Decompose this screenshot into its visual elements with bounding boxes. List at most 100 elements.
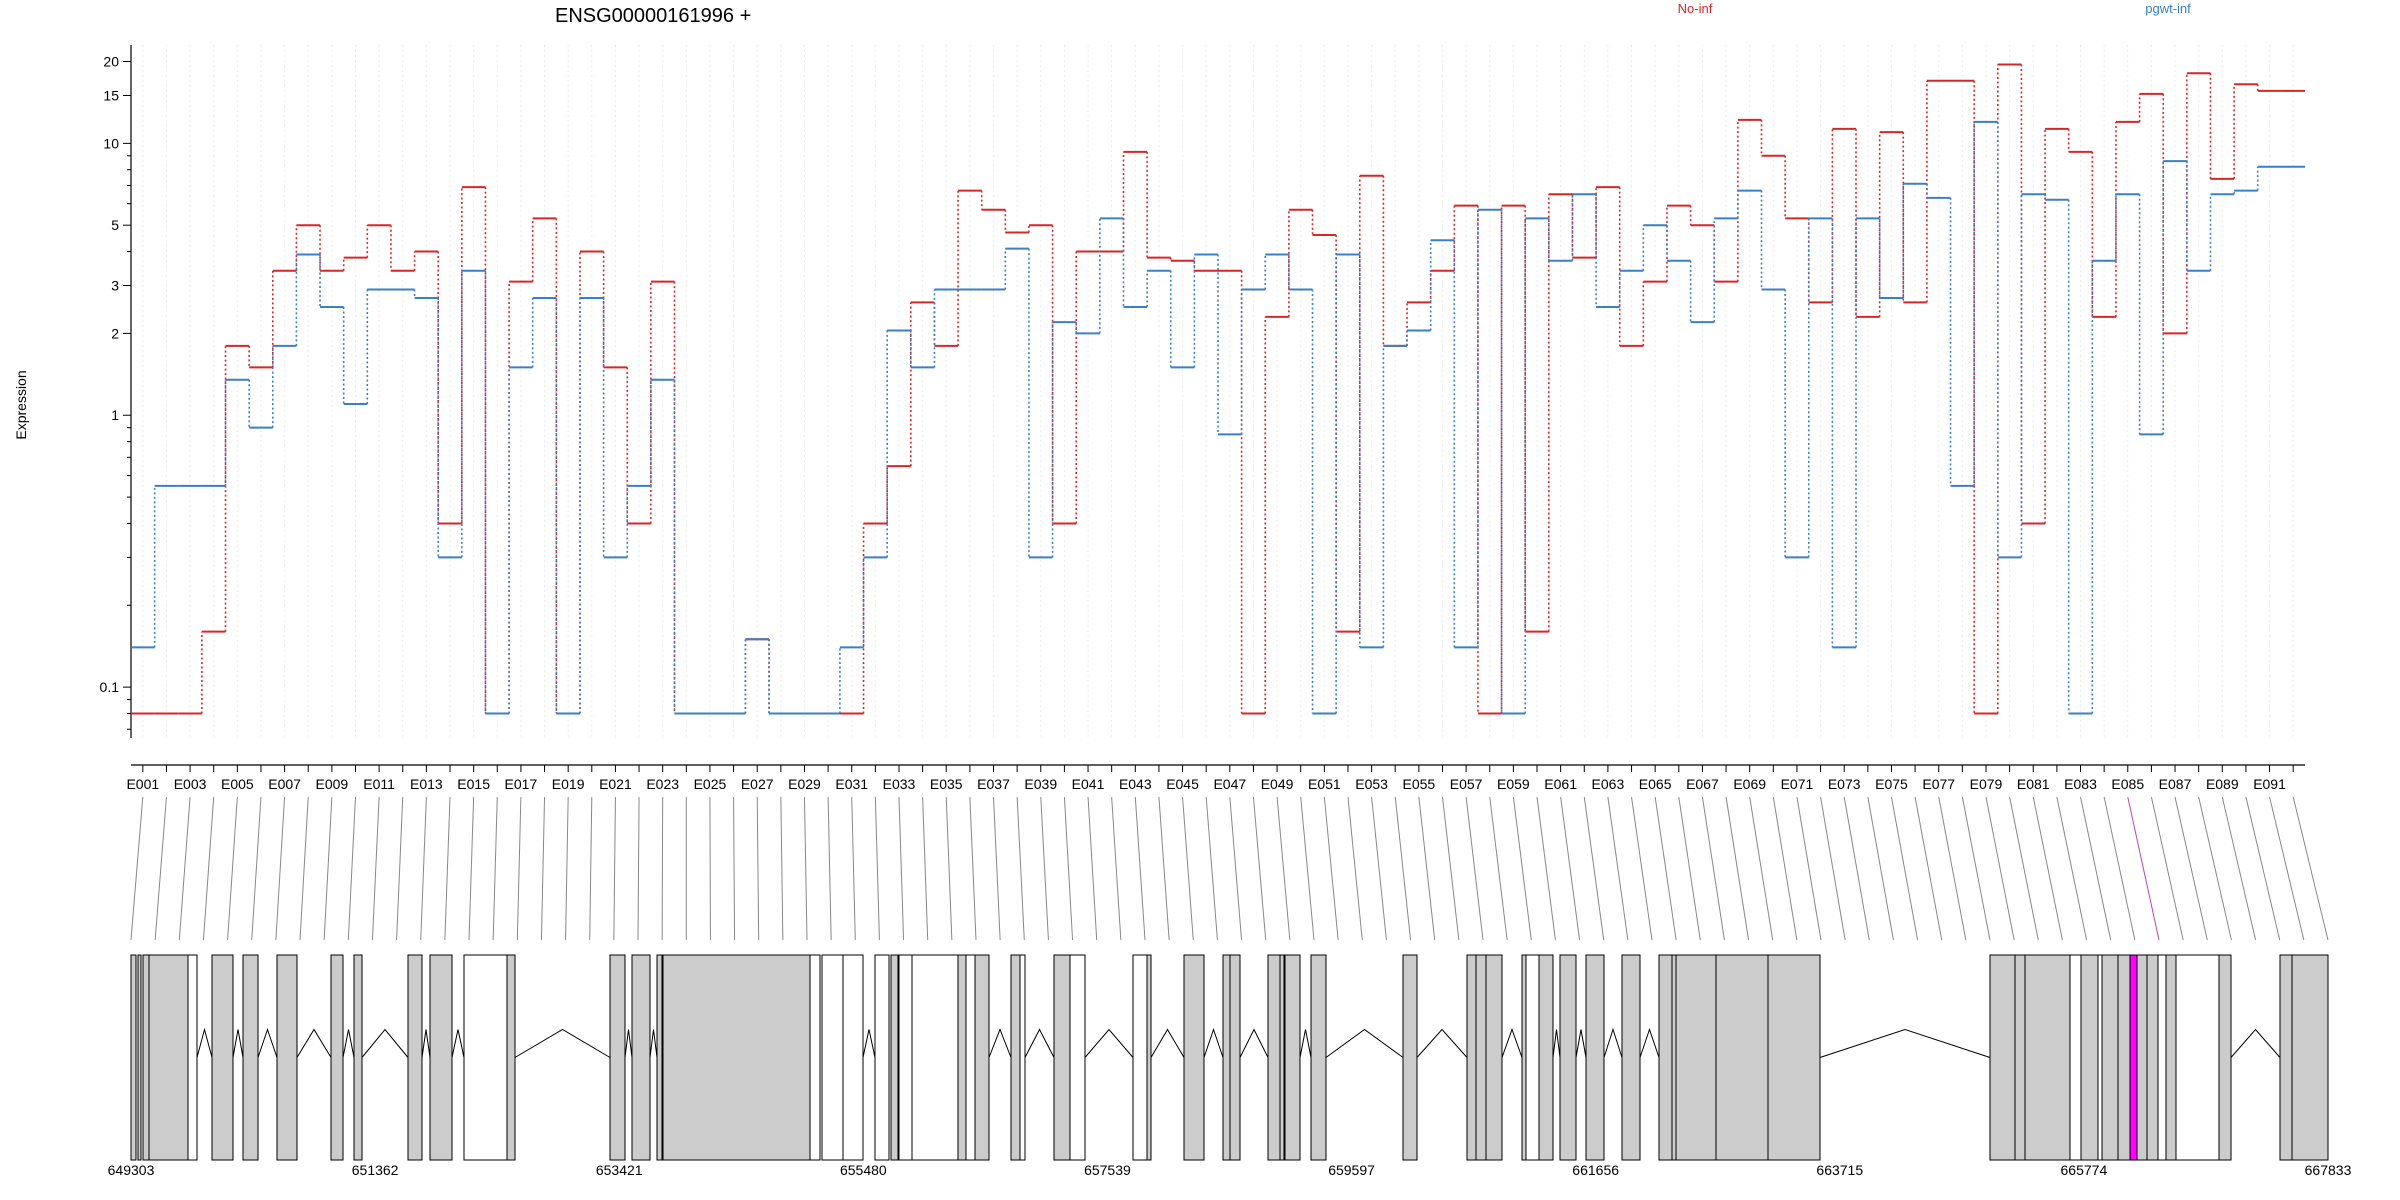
- exon-block: [662, 954, 811, 1161]
- exon-connector: [2221, 796, 2257, 941]
- x-tick-label: E091: [2253, 776, 2286, 792]
- exon-block: [242, 954, 259, 1161]
- exon-block: [1132, 954, 1148, 1161]
- exon-block: [656, 954, 663, 1161]
- genomic-tick-label: 663715: [1816, 1162, 1863, 1178]
- exon-block: [1146, 954, 1152, 1161]
- exon-connector: [1536, 796, 1556, 941]
- intron-line: [421, 1029, 431, 1058]
- exon-connector: [154, 796, 167, 941]
- exon-connector: [1820, 796, 1846, 941]
- x-tick-label: E047: [1213, 776, 1246, 792]
- exon-connector: [1347, 796, 1363, 941]
- intron-line: [1575, 1029, 1587, 1058]
- exon-connector: [1205, 796, 1218, 941]
- exon-connector: [1678, 796, 1701, 941]
- y-tick-label: 5: [111, 217, 119, 233]
- intron-line: [862, 1029, 876, 1058]
- x-tick-label: E009: [316, 776, 349, 792]
- exon-block: [1010, 954, 1021, 1161]
- x-tick-label: E063: [1592, 776, 1625, 792]
- exon-connector: [275, 796, 286, 941]
- y-tick-label: 10: [103, 135, 119, 151]
- intron-line: [296, 1028, 332, 1058]
- x-tick-label: E081: [2017, 776, 2050, 792]
- intron-line: [1552, 1029, 1561, 1058]
- y-tick-label: 3: [111, 278, 119, 294]
- genomic-tick-label: 649303: [108, 1162, 155, 1178]
- intron-line: [1416, 1028, 1468, 1058]
- exon-block: [1284, 954, 1301, 1161]
- genomic-tick-label: 653421: [596, 1162, 643, 1178]
- exon-connector: [2127, 796, 2160, 941]
- genomic-axis: 649303 651362 653421 655480 657539 659597 6616…: [108, 1162, 2352, 1178]
- exon-block: [330, 954, 344, 1161]
- exon-connector: [827, 796, 832, 941]
- x-tick-label: E021: [599, 776, 632, 792]
- exon-block: [429, 954, 453, 1161]
- exon-block: [1222, 954, 1231, 1161]
- exon-connector: [299, 796, 309, 941]
- exon-connector: [1843, 796, 1870, 941]
- exon-connector: [1229, 796, 1243, 941]
- x-tick-label: E065: [1639, 776, 1672, 792]
- exon-connector: [2032, 796, 2063, 941]
- exon-block: [1183, 954, 1205, 1161]
- x-tick-label: E053: [1355, 776, 1388, 792]
- genomic-tick-label: 657539: [1084, 1162, 1131, 1178]
- intron-line: [624, 1029, 633, 1058]
- exon-block: [2097, 954, 2103, 1161]
- exon-connector: [347, 796, 356, 941]
- exon-connector: [589, 796, 593, 941]
- exon-block: [2136, 954, 2148, 1161]
- exon-connector: [565, 796, 569, 941]
- x-tick-label: E085: [2111, 776, 2144, 792]
- exon-connector: [371, 796, 380, 941]
- exon-block: [1525, 954, 1540, 1161]
- exon-block: [2175, 954, 2220, 1161]
- exon-block: [2024, 954, 2071, 1161]
- exon-connector: [1749, 796, 1774, 941]
- intron-line: [988, 1028, 1012, 1058]
- intron-line: [1819, 1028, 1991, 1058]
- exon-connector: [2080, 796, 2112, 941]
- x-tick-label: E003: [174, 776, 207, 792]
- exon-block: [1402, 954, 1418, 1161]
- exon-connector: [2174, 796, 2208, 941]
- exon-block: [130, 954, 137, 1161]
- intron-line: [232, 1029, 244, 1058]
- exon-block: [631, 954, 651, 1161]
- exon-connector: [1512, 796, 1532, 941]
- exon-block: [407, 954, 423, 1161]
- exon-connector: [851, 796, 856, 941]
- exon-connector: [516, 796, 522, 941]
- exon-connector: [1087, 796, 1098, 941]
- y-axis-label: Expression: [13, 370, 29, 439]
- exon-block: [842, 954, 864, 1161]
- exon-block: [506, 954, 516, 1161]
- x-tick-label: E001: [126, 776, 159, 792]
- exon-block: [1989, 954, 2016, 1161]
- intron-line: [1239, 1028, 1269, 1058]
- exon-connector: [2269, 796, 2305, 941]
- genomic-tick-label: 651362: [352, 1162, 399, 1178]
- x-tick-label: E043: [1119, 776, 1152, 792]
- exon-connector: [540, 796, 546, 941]
- exon-connector: [1394, 796, 1412, 941]
- exon-block: [890, 954, 899, 1161]
- intron-line: [1024, 1028, 1055, 1058]
- exon-connector: [202, 796, 215, 941]
- intron-line: [451, 1029, 465, 1058]
- exon-connector: [468, 796, 475, 941]
- intron-line: [342, 1029, 355, 1058]
- exon-connector: [1063, 796, 1074, 941]
- exon-block: [187, 954, 198, 1161]
- exon-connector: [2150, 796, 2184, 941]
- y-tick-label: 2: [111, 325, 119, 341]
- genomic-tick-label: 655480: [840, 1162, 887, 1178]
- exon-connector: [1914, 796, 1943, 941]
- exon-connector: [1890, 796, 1919, 941]
- x-tick-label: E079: [1970, 776, 2003, 792]
- exon-connector: [1560, 796, 1581, 941]
- exon-block: [1559, 954, 1577, 1161]
